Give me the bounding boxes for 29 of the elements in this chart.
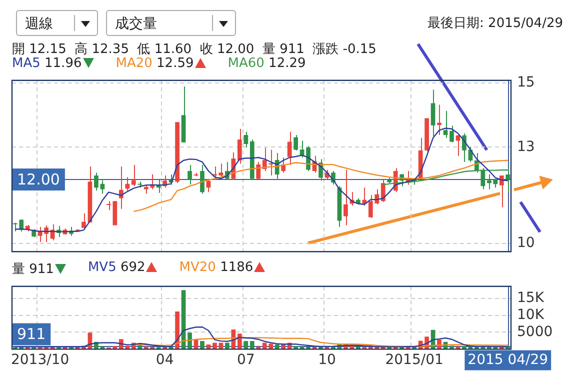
text: MV20 xyxy=(179,260,217,275)
y-tick-label: 15 xyxy=(517,74,535,91)
text: 692 xyxy=(120,260,146,275)
x-tick-label: 2015/01 xyxy=(385,352,444,368)
x-tick-label: 07 xyxy=(236,352,255,368)
text: 成交量 xyxy=(115,15,157,33)
text: 11.96 xyxy=(44,56,82,71)
text: MV5 xyxy=(88,260,118,275)
text: 12.59 xyxy=(156,56,194,71)
text: 開 12.15 高 12.35 低 11.60 收 12.00 量 911 漲跌 -0.15 xyxy=(12,41,376,57)
text: MA20 xyxy=(116,56,154,71)
text: 12.29 xyxy=(268,56,306,71)
text: 週線 xyxy=(25,15,53,33)
y-tick-label: 15K xyxy=(517,290,545,306)
y-tick-label: 13 xyxy=(517,138,535,155)
text: 量 911 xyxy=(12,262,54,277)
y-tick-label: 5000 xyxy=(517,324,553,340)
x-tick-label: 04 xyxy=(156,352,174,368)
ref-line-label: 12.00 xyxy=(17,170,60,188)
text: 最後日期: 2015/04/29 xyxy=(428,15,563,32)
x-tick-label: 2013/10 xyxy=(10,352,70,368)
ref-line-label: 911 xyxy=(17,325,46,344)
text: 1186 xyxy=(220,260,254,275)
text: MA60 xyxy=(228,56,266,71)
x-tick-label: 10 xyxy=(318,352,336,368)
y-tick-label: 10 xyxy=(517,235,535,252)
y-tick-label: 10K xyxy=(517,306,545,323)
text: MA5 xyxy=(12,56,42,71)
x-tick-label: 2015 04/29 xyxy=(468,352,548,368)
